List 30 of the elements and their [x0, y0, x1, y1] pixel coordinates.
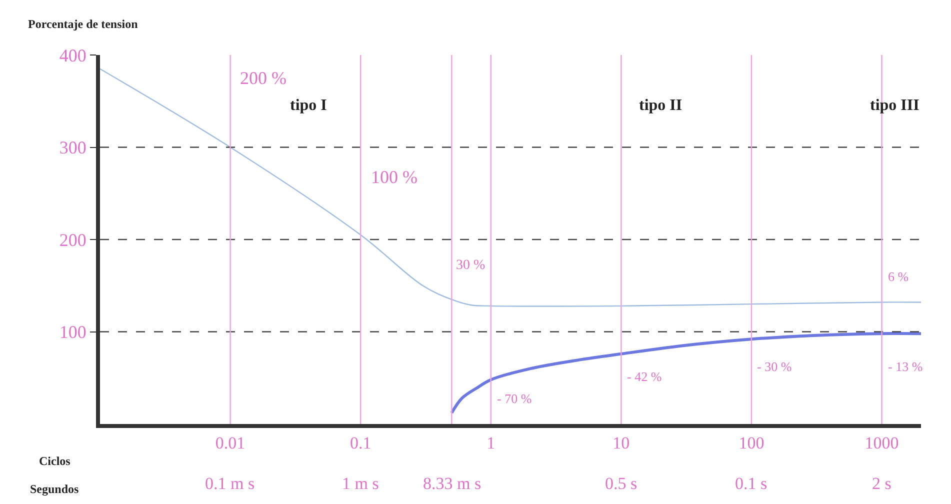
y-tick-label: 300 [59, 138, 86, 158]
y-axis-title: Porcentaje de tension [28, 17, 138, 31]
annotation: tipo II [639, 97, 682, 114]
y-tick-label: 200 [59, 230, 86, 250]
annotation: - 70 % [497, 391, 532, 406]
text: Segundos [30, 482, 80, 496]
annotation: - 30 % [757, 359, 792, 374]
annotation: - 13 % [888, 359, 923, 374]
x-tick-label: 0.1 [350, 433, 372, 452]
text: 0.1 m s [205, 474, 255, 493]
annotation: tipo I [290, 97, 327, 114]
text: 8.33 m s [423, 474, 482, 493]
y-tick-label: 100 [59, 322, 86, 342]
text: 1 m s [342, 474, 379, 493]
x-tick-label: 1000 [864, 433, 899, 452]
text: Ciclos [39, 454, 71, 468]
x-tick-label: 10 [612, 433, 630, 452]
annotation: 200 % [240, 68, 286, 88]
annotation: 30 % [456, 258, 486, 273]
annotation: 100 % [371, 167, 418, 187]
annotation: - 42 % [627, 369, 662, 384]
x-tick-label: 100 [738, 433, 764, 452]
x-tick-label: 1 [486, 433, 496, 452]
y-tick-label: 400 [59, 45, 86, 66]
text: 0.5 s [605, 474, 638, 493]
text: 2 s [872, 474, 892, 493]
annotation: tipo III [870, 97, 920, 114]
x-tick-label: 0.01 [215, 433, 246, 452]
annotation: 6 % [888, 269, 909, 284]
text: 0.1 s [735, 474, 768, 493]
